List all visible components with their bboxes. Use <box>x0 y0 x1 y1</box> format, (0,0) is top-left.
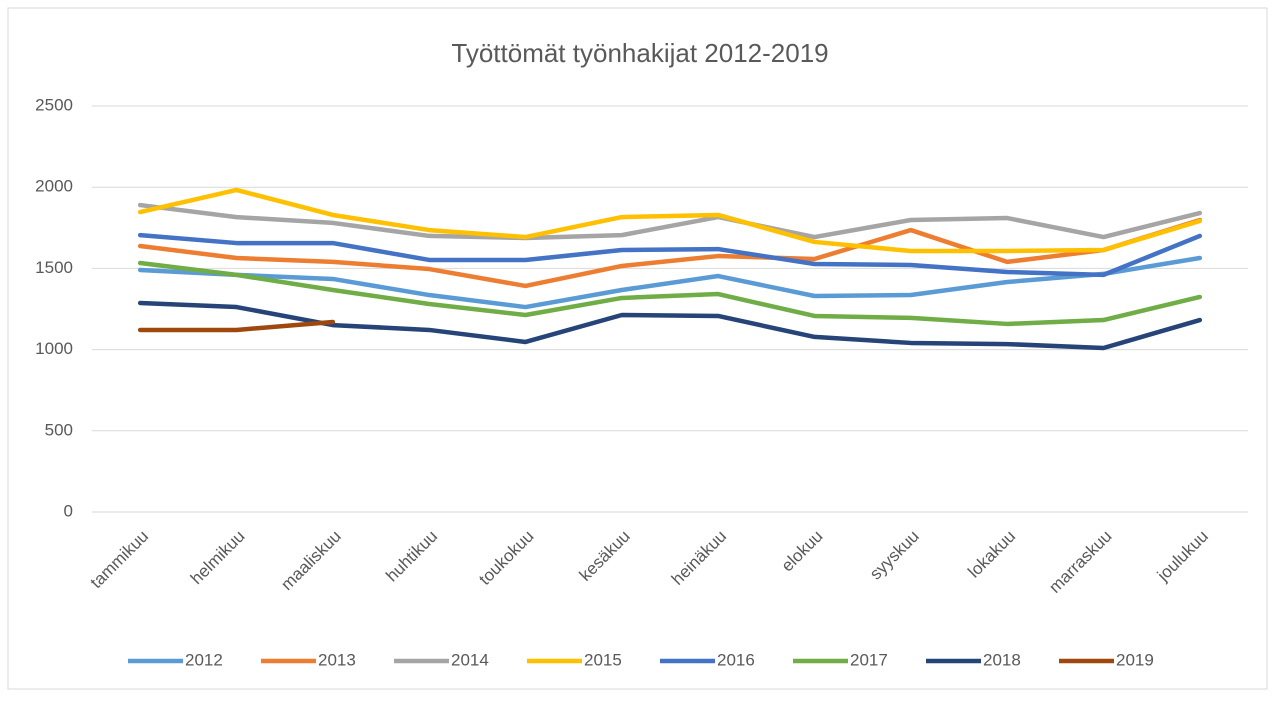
chart-title: Työttömät työnhakijat 2012-2019 <box>451 38 828 68</box>
series-line <box>137 255 1203 310</box>
legend-label: 2013 <box>318 650 356 669</box>
y-tick-label: 500 <box>45 420 73 439</box>
y-tick-label: 1000 <box>35 339 73 358</box>
y-tick-label: 0 <box>64 501 73 520</box>
series-line <box>137 187 1203 254</box>
series-line <box>137 217 1203 289</box>
y-tick-label: 2500 <box>35 95 73 114</box>
legend-label: 2016 <box>717 650 755 669</box>
legend-label: 2015 <box>584 650 622 669</box>
series-line <box>137 202 1203 241</box>
chart-border <box>7 7 1268 690</box>
series-line <box>137 232 1203 278</box>
y-tick-label: 2000 <box>35 177 73 196</box>
y-tick-label: 1500 <box>35 258 73 277</box>
legend-label: 2017 <box>850 650 888 669</box>
legend-label: 2019 <box>1116 650 1154 669</box>
series-line <box>137 260 1203 327</box>
legend-label: 2018 <box>983 650 1021 669</box>
legend-label: 2012 <box>185 650 223 669</box>
legend-label: 2014 <box>451 650 489 669</box>
series-line <box>137 319 336 333</box>
